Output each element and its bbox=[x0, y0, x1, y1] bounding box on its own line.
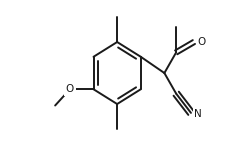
Text: O: O bbox=[66, 84, 74, 94]
Text: O: O bbox=[198, 37, 206, 47]
Text: N: N bbox=[194, 109, 202, 119]
